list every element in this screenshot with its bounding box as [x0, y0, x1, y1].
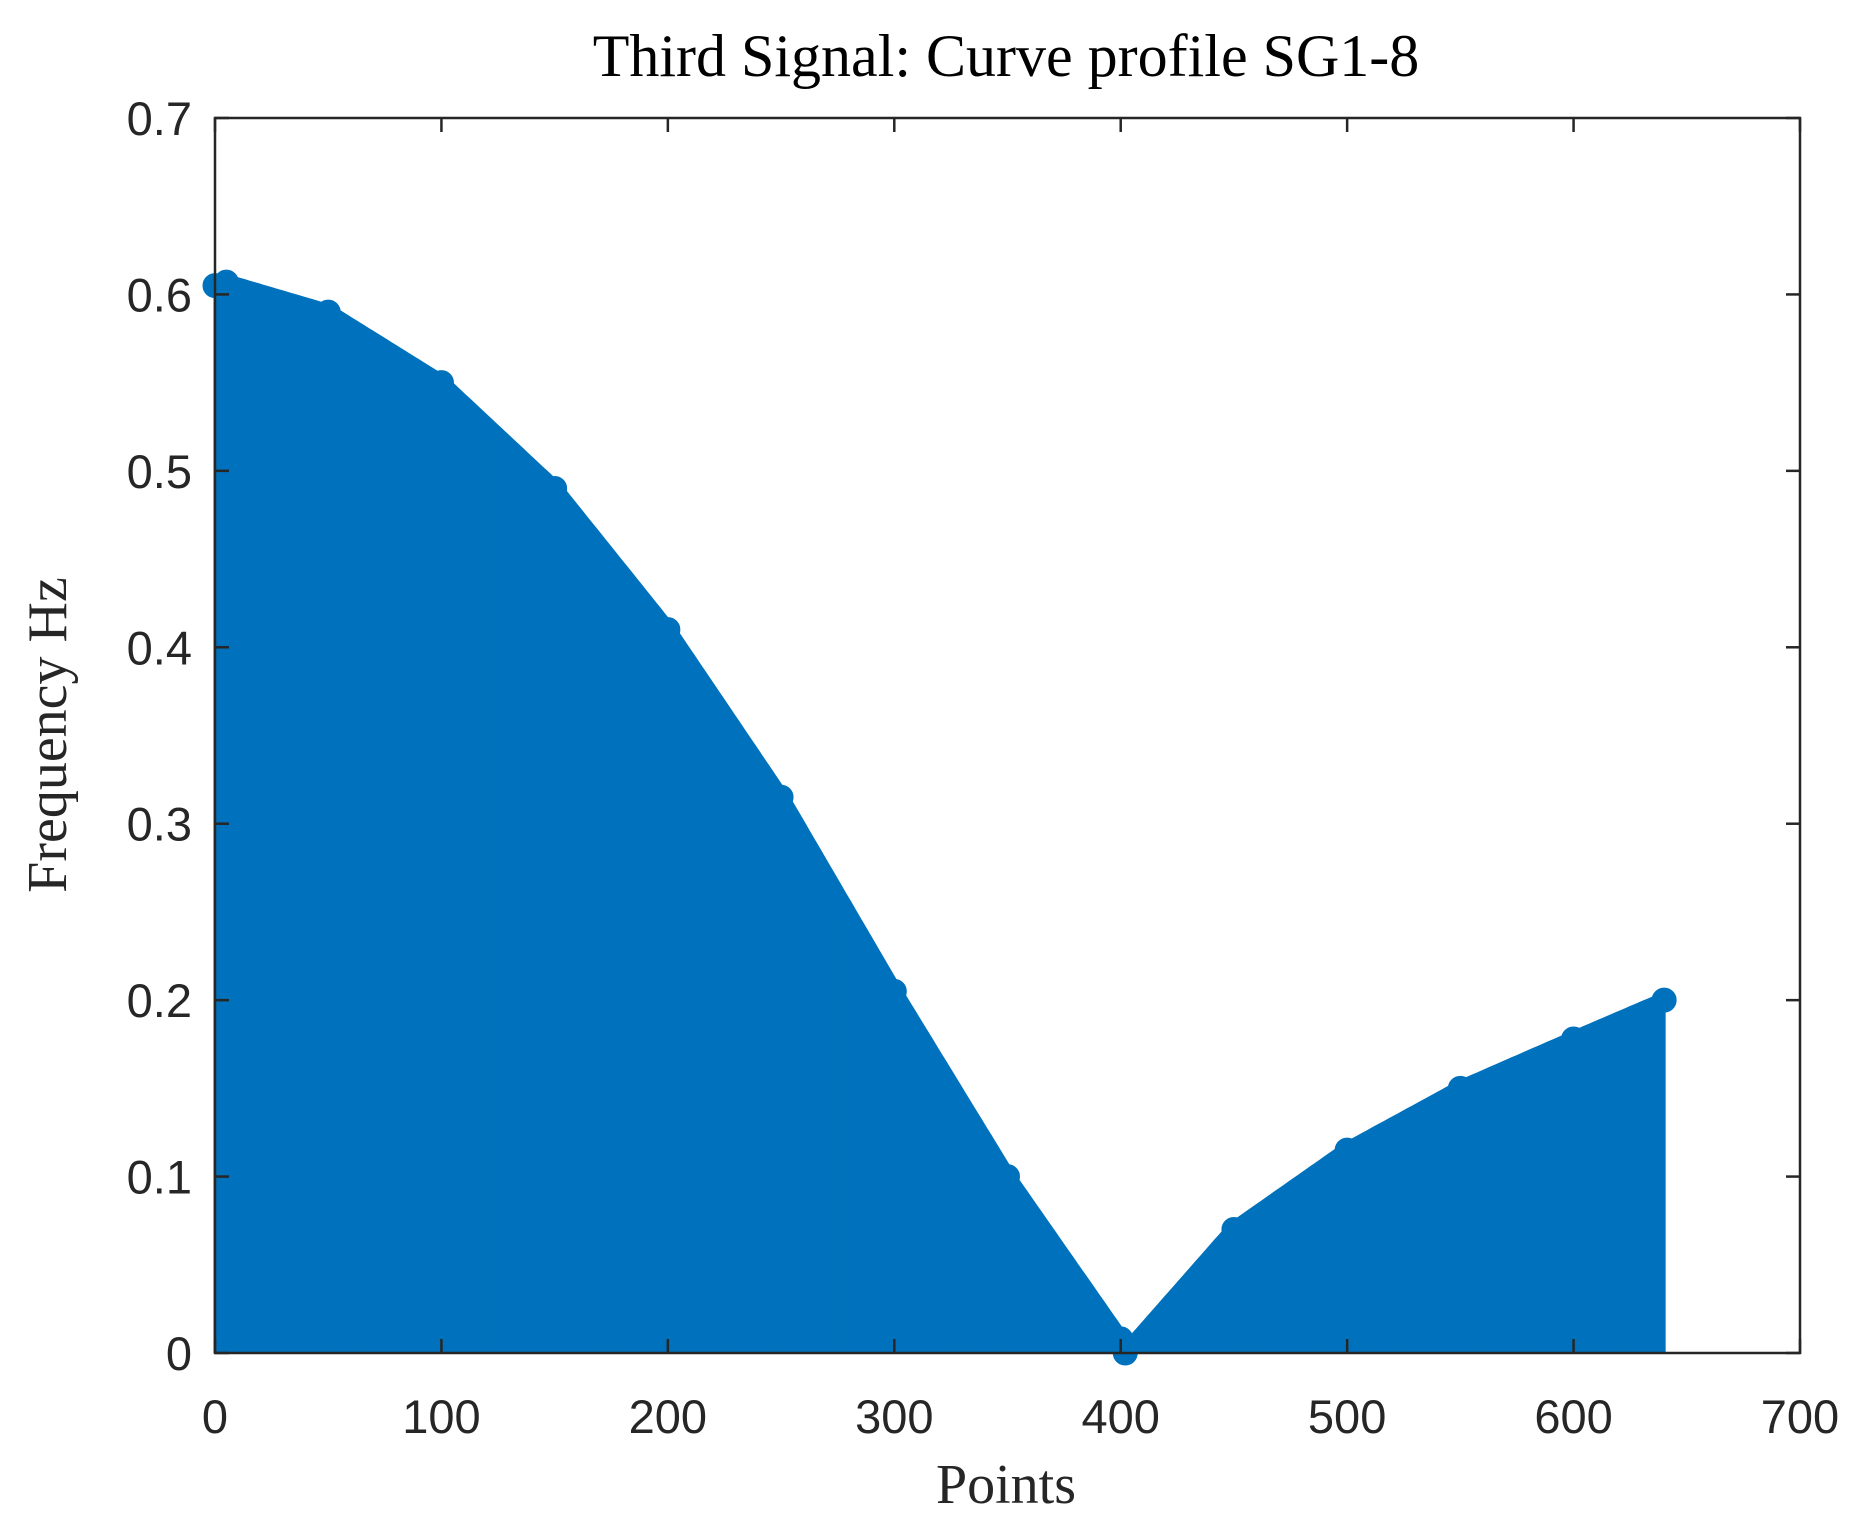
x-tick-label: 700: [1761, 1390, 1839, 1443]
data-layer: [202, 269, 1677, 1366]
data-point: [1447, 1075, 1473, 1101]
x-tick-label: 0: [202, 1390, 228, 1443]
plot-frame: [213, 116, 1802, 1355]
x-tick-label: 200: [629, 1390, 707, 1443]
y-tick-label: 0.7: [127, 92, 192, 145]
stem-lines: [213, 282, 1666, 1353]
y-tick-label: 0.2: [127, 974, 192, 1027]
y-tick-label: 0.5: [127, 445, 192, 498]
x-tick-label: 400: [1082, 1390, 1160, 1443]
data-point: [1561, 1026, 1587, 1052]
data-point: [315, 299, 341, 325]
data-point: [881, 978, 907, 1004]
y-tick-label: 0: [166, 1327, 192, 1380]
stem-marker-envelope: [207, 274, 1673, 1361]
data-point: [1334, 1137, 1360, 1163]
x-tick-label: 500: [1308, 1390, 1386, 1443]
x-axis-label: Points: [936, 1454, 1076, 1515]
chart-title: Third Signal: Curve profile SG1-8: [593, 23, 1420, 89]
y-tick-label: 0.6: [127, 268, 192, 321]
data-point: [213, 269, 239, 295]
data-point: [428, 370, 454, 396]
data-point: [995, 1164, 1020, 1190]
x-tick-label: 300: [855, 1390, 933, 1443]
y-tick-label: 0.3: [127, 798, 192, 851]
x-tick-label: 100: [402, 1390, 480, 1443]
data-point: [542, 476, 568, 501]
ticks-layer: 0 100 200 300 400 500 600 700 0 0.1 0.2 0.3 0.4 0.5 0.…: [127, 92, 1840, 1443]
y-axis-label: Frequency Hz: [17, 577, 79, 893]
x-tick-label: 600: [1534, 1390, 1612, 1443]
data-point: [1651, 987, 1677, 1013]
y-tick-label: 0.1: [127, 1151, 192, 1204]
data-point: [768, 784, 794, 810]
y-tick-label: 0.4: [127, 621, 192, 674]
data-point: [655, 617, 681, 643]
data-point: [1221, 1217, 1247, 1242]
